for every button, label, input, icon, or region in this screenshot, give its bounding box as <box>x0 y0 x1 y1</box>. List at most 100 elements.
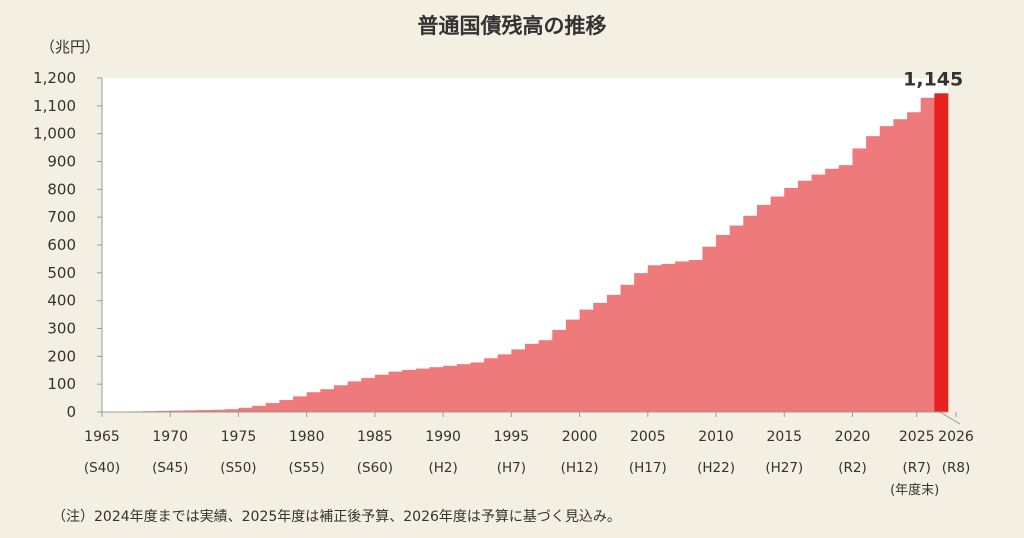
bar-2004 <box>634 273 649 412</box>
x-era-label-1985: (S60) <box>357 460 393 476</box>
x-tick-label-2026: 2026 <box>938 429 974 445</box>
bar-2016 <box>797 180 812 412</box>
x-era-label-1970: (S45) <box>152 460 188 476</box>
bar-1997 <box>538 340 553 412</box>
x-era-label-1975: (S50) <box>220 460 256 476</box>
x-tick-label-2000: 2000 <box>562 429 598 445</box>
bar-1973 <box>211 409 226 412</box>
bar-1974 <box>224 409 239 412</box>
y-tick-label-400: 400 <box>47 292 76 310</box>
x-tick-label-1975: 1975 <box>221 429 257 445</box>
x-tick-label-1965: 1965 <box>84 429 120 445</box>
bar-1984 <box>361 378 376 412</box>
x-era-label-2015: (H27) <box>765 460 803 476</box>
x-era-label-1990: (H2) <box>428 460 457 476</box>
bar-2021 <box>866 136 881 413</box>
bar-1971 <box>183 410 198 412</box>
bar-2008 <box>688 260 703 412</box>
bar-1990 <box>443 365 458 412</box>
bar-1982 <box>333 385 348 412</box>
bar-1972 <box>197 410 212 412</box>
bar-1983 <box>347 381 362 412</box>
bar-2010 <box>716 234 730 412</box>
bar-1985 <box>374 374 389 412</box>
x-tick-label-2020: 2020 <box>835 429 871 445</box>
bar-1993 <box>484 358 499 412</box>
bar-2019 <box>838 165 853 412</box>
bar-2013 <box>756 204 771 412</box>
bar-2000 <box>579 309 594 412</box>
x-tick-label-1985: 1985 <box>357 429 393 445</box>
bar-series <box>102 93 949 413</box>
y-axis-unit-label: （兆円） <box>40 38 101 56</box>
x-era-label-2000: (H12) <box>561 460 599 476</box>
x-tick-label-2010: 2010 <box>698 429 734 445</box>
y-tick-label-300: 300 <box>47 320 76 338</box>
bar-1996 <box>525 343 539 412</box>
bar-2017 <box>811 174 826 412</box>
bar-2007 <box>675 261 690 412</box>
y-tick-label-900: 900 <box>47 153 76 171</box>
bar-1970 <box>170 410 185 412</box>
x-tick-labels: 1965 (S40) 1970 (S45) 1975 (S50) 1980 (S55) 1985… <box>84 412 974 476</box>
bar-1995 <box>511 349 526 413</box>
y-tick-label-200: 200 <box>47 347 76 365</box>
y-tick-label-0: 0 <box>66 403 76 421</box>
bar-2026 <box>934 93 949 412</box>
bar-2009 <box>702 246 717 412</box>
last-bar-data-label: 1,145 <box>903 68 963 90</box>
bar-2015 <box>784 187 799 412</box>
bar-1981 <box>320 389 335 412</box>
y-tick-label-100: 100 <box>47 375 76 393</box>
bar-1986 <box>388 371 403 412</box>
bar-2006 <box>661 263 676 412</box>
bar-2022 <box>879 126 894 413</box>
x-era-label-2010: (H22) <box>697 460 735 476</box>
bar-1999 <box>565 319 580 412</box>
x-tick-label-1990: 1990 <box>425 429 461 445</box>
bar-1975 <box>238 407 253 412</box>
bar-1992 <box>470 362 485 412</box>
bar-2001 <box>593 302 608 412</box>
bar-2011 <box>729 225 744 412</box>
x-era-label-1965: (S40) <box>84 460 120 476</box>
x-era-label-2020: (R2) <box>838 460 867 476</box>
y-tick-label-1100: 1,100 <box>33 97 76 115</box>
bar-1987 <box>402 369 417 412</box>
bar-2025 <box>920 97 935 412</box>
bar-2005 <box>647 265 662 412</box>
y-tick-label-1000: 1,000 <box>33 125 76 143</box>
chart-title: 普通国債残高の推移 <box>417 14 607 38</box>
bar-2020 <box>852 148 867 413</box>
fiscal-year-end-label: (年度末) <box>890 482 939 498</box>
bar-1978 <box>279 400 294 412</box>
bar-2024 <box>907 112 922 413</box>
x-era-label-1995: (H7) <box>497 460 526 476</box>
y-tick-label-1200: 1,200 <box>33 69 76 87</box>
y-tick-label-600: 600 <box>47 236 76 254</box>
bar-2012 <box>743 215 758 412</box>
y-tick-label-500: 500 <box>47 264 76 282</box>
bar-1989 <box>429 367 444 412</box>
bar-2023 <box>893 119 908 412</box>
bar-2014 <box>770 196 785 412</box>
x-tick-label-1995: 1995 <box>494 429 530 445</box>
x-era-label-2026: (R8) <box>942 460 971 476</box>
bar-2018 <box>825 168 840 412</box>
x-era-label-2025: (R7) <box>902 460 931 476</box>
x-tick-label-2015: 2015 <box>766 429 802 445</box>
bar-1991 <box>456 364 471 412</box>
footnote: （注）2024年度までは実績、2025年度は補正後予算、2026年度は予算に基づ… <box>52 509 621 525</box>
x-era-label-2005: (H17) <box>629 460 667 476</box>
bar-1980 <box>306 392 321 412</box>
bar-1977 <box>265 403 280 412</box>
y-tick-label-800: 800 <box>47 180 76 198</box>
x-tick-label-2025: 2025 <box>899 429 935 445</box>
x-tick-label-1980: 1980 <box>289 429 325 445</box>
bar-2002 <box>606 294 621 412</box>
bar-1988 <box>415 368 430 412</box>
x-axis-end-line <box>939 411 961 425</box>
x-tick-label-1970: 1970 <box>152 429 188 445</box>
x-tick-label-2005: 2005 <box>630 429 666 445</box>
bar-1998 <box>552 329 567 412</box>
